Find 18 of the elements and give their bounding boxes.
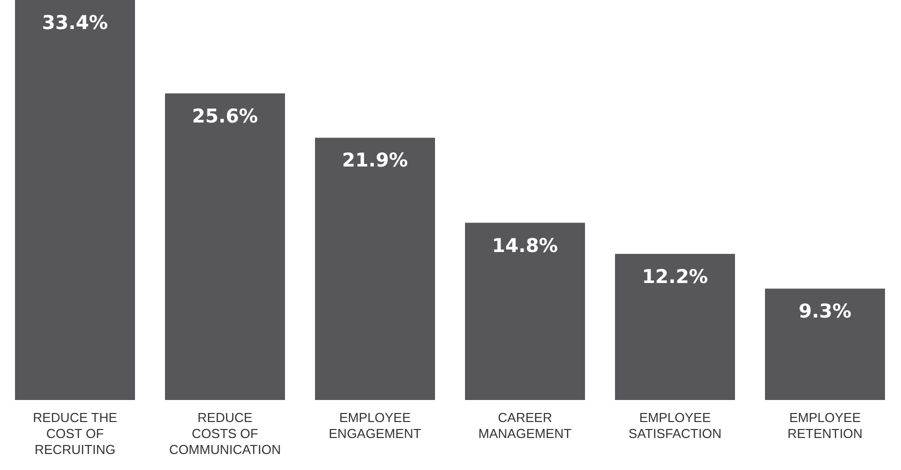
- x-tick-label: REDUCE COSTS OF COMMUNICATION: [169, 410, 281, 457]
- data-label: 14.8%: [492, 234, 558, 257]
- data-label: 25.6%: [192, 105, 258, 128]
- x-tick-label: EMPLOYEE RETENTION: [787, 410, 863, 441]
- data-label: 12.2%: [642, 266, 708, 288]
- data-label: 9.3%: [798, 300, 852, 323]
- bar: [15, 0, 135, 400]
- x-tick-label: CAREER MANAGEMENT: [478, 410, 572, 441]
- x-tick-label: EMPLOYEE ENGAGEMENT: [328, 410, 422, 441]
- x-tick-label: EMPLOYEE SATISFACTION: [628, 410, 722, 441]
- bar: [315, 138, 435, 400]
- bar: [165, 93, 285, 400]
- data-label: 33.4%: [42, 12, 108, 34]
- data-label: 21.9%: [342, 150, 408, 172]
- bar: [465, 222, 585, 400]
- x-tick-label: REDUCE THE COST OF RECRUITING: [32, 410, 118, 457]
- bar: [765, 288, 885, 400]
- bar: [615, 254, 735, 400]
